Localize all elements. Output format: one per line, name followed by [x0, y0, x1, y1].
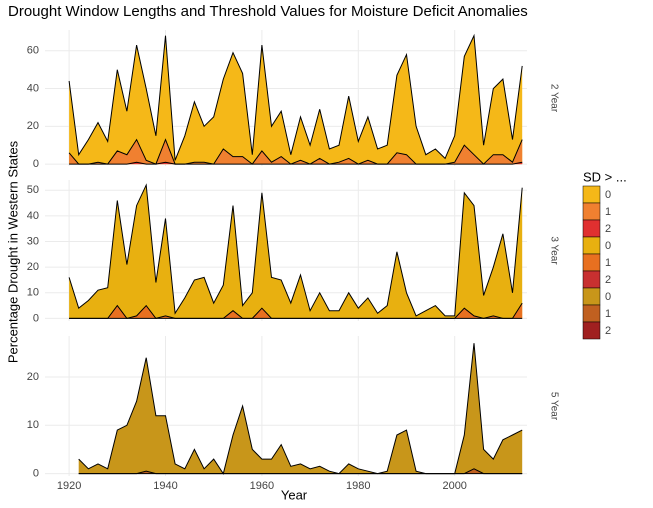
x-tick-label: 1980 — [346, 480, 370, 492]
y-tick-label: 10 — [27, 287, 39, 299]
y-axis-label: Percentage Drought in Western States — [5, 140, 20, 363]
legend-swatch — [582, 321, 601, 340]
legend-label: 2 — [605, 325, 611, 337]
y-tick-label: 0 — [33, 158, 39, 170]
legend-swatch — [582, 202, 601, 221]
x-tick-label: 2000 — [442, 480, 466, 492]
legend-label: 0 — [605, 291, 611, 303]
facet-label: 2 Year — [548, 84, 559, 113]
legend-label: 0 — [605, 189, 611, 201]
legend-swatch — [582, 304, 601, 323]
y-tick-label: 10 — [27, 419, 39, 431]
area — [69, 185, 523, 319]
legend-title: SD > ... — [583, 169, 627, 184]
legend-label: 0 — [605, 240, 611, 252]
facet-label: 5 Year — [548, 392, 559, 421]
y-tick-label: 40 — [27, 82, 39, 94]
legend-swatch — [582, 236, 601, 255]
area-outline — [69, 161, 523, 165]
legend-label: 2 — [605, 223, 611, 235]
legend-label: 1 — [605, 206, 611, 218]
area — [78, 343, 523, 474]
y-tick-label: 20 — [27, 371, 39, 383]
legend-label: 1 — [605, 257, 611, 269]
legend-swatch — [582, 253, 601, 272]
legend-swatch — [582, 219, 601, 238]
legend-swatch — [582, 287, 601, 306]
legend-label: 1 — [605, 308, 611, 320]
y-tick-label: 40 — [27, 210, 39, 222]
x-tick-label: 1920 — [57, 480, 81, 492]
legend-label: 2 — [605, 274, 611, 286]
y-tick-label: 60 — [27, 45, 39, 57]
area — [69, 35, 523, 165]
x-tick-label: 1960 — [250, 480, 274, 492]
chart-title: Drought Window Lengths and Threshold Val… — [8, 3, 528, 20]
facet-label: 3 Year — [548, 236, 559, 265]
y-tick-label: 0 — [33, 312, 39, 324]
legend-swatch — [582, 270, 601, 289]
legend-swatch — [582, 185, 601, 204]
y-tick-label: 30 — [27, 235, 39, 247]
y-tick-label: 0 — [33, 467, 39, 479]
area-outline — [68, 183, 523, 317]
x-tick-label: 1940 — [153, 480, 177, 492]
area-outline — [68, 33, 523, 161]
area — [69, 139, 523, 165]
y-tick-label: 50 — [27, 184, 39, 196]
x-axis-label: Year — [281, 487, 308, 502]
y-tick-label: 20 — [27, 120, 39, 132]
y-tick-label: 20 — [27, 261, 39, 273]
